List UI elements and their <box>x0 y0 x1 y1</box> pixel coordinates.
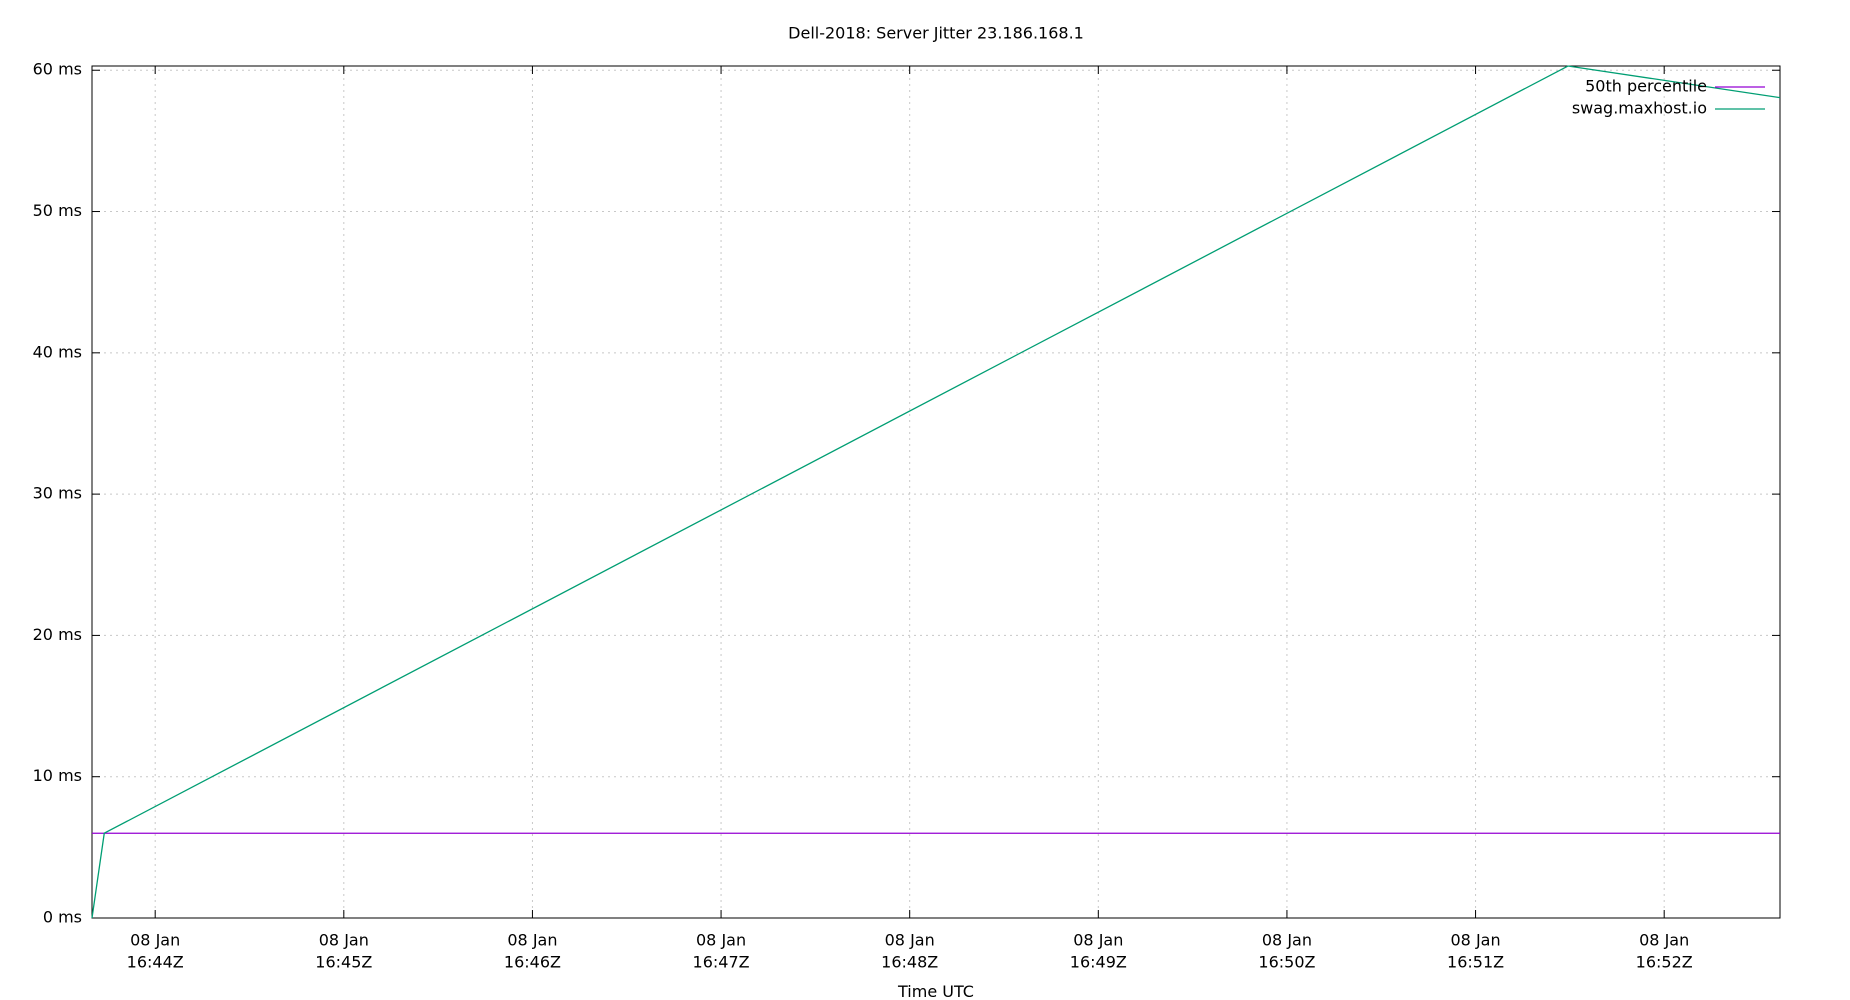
x-tick-label: 16:50Z <box>1258 953 1315 972</box>
legend-label: swag.maxhost.io <box>1572 99 1707 118</box>
x-tick-label: 16:45Z <box>315 953 372 972</box>
x-tick-label: 08 Jan <box>319 931 369 950</box>
x-tick-label: 08 Jan <box>1073 931 1123 950</box>
x-tick-label: 16:49Z <box>1070 953 1127 972</box>
chart-title: Dell-2018: Server Jitter 23.186.168.1 <box>788 24 1084 43</box>
y-tick-label: 40 ms <box>33 342 82 361</box>
plot-border <box>91 65 1781 919</box>
y-tick-label: 60 ms <box>33 60 82 79</box>
series-line <box>91 65 1781 919</box>
legend-label: 50th percentile <box>1585 77 1707 96</box>
x-tick-label: 16:44Z <box>127 953 184 972</box>
x-tick-label: 08 Jan <box>130 931 180 950</box>
y-tick-label: 20 ms <box>33 625 82 644</box>
y-tick-label: 50 ms <box>33 201 82 220</box>
x-tick-label: 16:47Z <box>693 953 750 972</box>
x-tick-label: 16:52Z <box>1636 953 1693 972</box>
x-axis-label: Time UTC <box>897 982 974 1000</box>
y-tick-label: 0 ms <box>43 908 82 927</box>
x-tick-label: 08 Jan <box>1639 931 1689 950</box>
x-tick-label: 08 Jan <box>1262 931 1312 950</box>
x-tick-label: 16:51Z <box>1447 953 1504 972</box>
x-tick-label: 08 Jan <box>1451 931 1501 950</box>
x-tick-label: 16:48Z <box>881 953 938 972</box>
x-tick-label: 08 Jan <box>507 931 557 950</box>
y-tick-label: 10 ms <box>33 766 82 785</box>
x-tick-label: 08 Jan <box>885 931 935 950</box>
x-tick-label: 16:46Z <box>504 953 561 972</box>
y-tick-label: 30 ms <box>33 484 82 503</box>
x-tick-label: 08 Jan <box>696 931 746 950</box>
